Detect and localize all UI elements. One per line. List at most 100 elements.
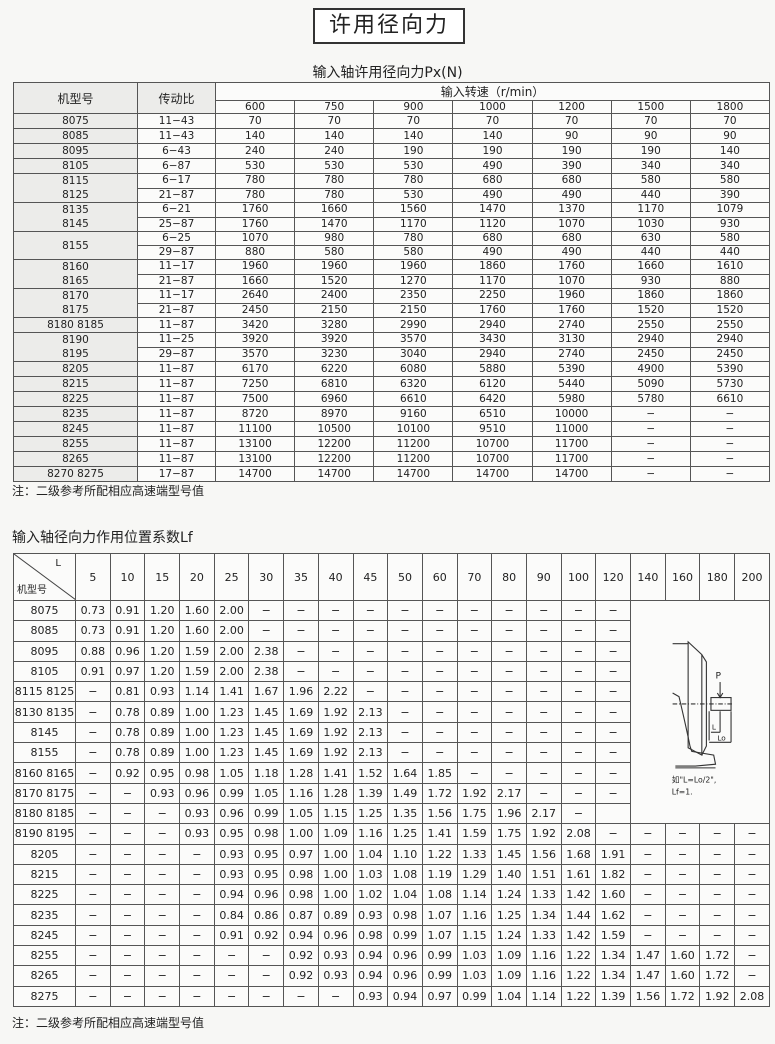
coefficient-cell: − <box>317 599 354 622</box>
coefficient-cell: 0.96 <box>317 924 354 947</box>
l-col-header: 50 <box>387 553 423 601</box>
force-value-cell: 5780 <box>610 391 691 408</box>
coefficient-cell: − <box>421 701 458 723</box>
force-value-cell: 780 <box>294 187 375 203</box>
coefficient-cell: − <box>179 965 215 987</box>
coefficient-cell: 0.96 <box>179 782 215 804</box>
coefficient-cell: − <box>456 701 493 723</box>
coefficient-cell: 0.94 <box>387 985 423 1007</box>
coefficient-cell: 1.42 <box>560 924 597 947</box>
table-row: 8085 11−43 140 140 140 140 90 90 90 <box>13 128 771 144</box>
coefficient-cell: 1.35 <box>387 802 423 825</box>
table-row: 8115 8125−0.81 0.93 1.14 1.41 1.67 1.96 2.22− −… <box>13 681 770 703</box>
force-value-cell: 3430 <box>452 332 533 348</box>
coefficient-cell: 1.25 <box>491 904 527 926</box>
model-cell: 8085 <box>13 620 76 642</box>
coefficient-cell: 1.22 <box>560 985 597 1007</box>
coefficient-cell: 1.56 <box>421 802 458 825</box>
force-value-cell: 1170 <box>610 202 691 218</box>
coefficient-cell: − <box>734 823 770 845</box>
coefficient-cell: 0.93 <box>144 681 181 703</box>
coefficient-cell: − <box>75 945 111 967</box>
coefficient-cell: − <box>75 863 111 886</box>
coefficient-cell: 0.95 <box>213 823 250 845</box>
coefficient-cell: − <box>734 945 770 967</box>
coefficient-cell: 2.22 <box>317 681 354 703</box>
position-coefficient-table: L 机型号 5 10 15 20 25 30 35 40 45 50 60 70 80 90 100 120 1… <box>13 553 770 1007</box>
coefficient-cell: 1.33 <box>525 884 562 906</box>
coefficient-cell: − <box>352 681 389 703</box>
ratio-cell: 29−87 <box>137 346 216 363</box>
coefficient-cell: − <box>248 945 285 967</box>
ratio-cell: 25−87 <box>137 216 216 232</box>
coefficient-cell: 0.98 <box>387 904 423 926</box>
coefficient-cell: 1.68 <box>560 843 597 865</box>
coefficient-cell: − <box>560 802 597 825</box>
table-row: 8270 8275 17−87 14700 14700 14700 14700 14700−… <box>13 466 771 483</box>
coefficient-cell: − <box>248 985 285 1007</box>
coefficient-cell: 1.03 <box>456 965 493 987</box>
force-value-cell: 9510 <box>452 421 533 438</box>
coefficient-cell: 1.52 <box>352 762 389 784</box>
force-value-cell: 5390 <box>531 361 612 378</box>
coefficient-cell: − <box>630 924 666 947</box>
force-value-cell: 6510 <box>452 406 533 423</box>
coefficient-cell: 2.00 <box>213 599 250 622</box>
model-cell: 8160 8165 <box>13 762 76 784</box>
coefficient-cell: 1.60 <box>179 620 215 642</box>
force-value-cell: 90 <box>610 128 691 144</box>
coefficient-cell: 1.16 <box>352 823 389 845</box>
force-value-cell: 8720 <box>214 406 296 423</box>
col-model-header: 机型号 <box>13 82 138 114</box>
table-row: 8245 11−87 11100 10500 10100 9510 11000− − <box>13 421 771 438</box>
force-value-cell: − <box>610 436 691 453</box>
force-value-cell: 5730 <box>689 376 771 393</box>
coefficient-cell: 1.69 <box>283 721 319 744</box>
force-value-cell: 780 <box>294 173 375 189</box>
coefficient-cell: 1.00 <box>283 823 319 845</box>
coefficient-cell: − <box>595 681 631 703</box>
coefficient-cell: 1.05 <box>213 762 250 784</box>
coefficient-cell: − <box>421 640 458 662</box>
coefficient-cell: 1.24 <box>491 884 527 906</box>
corner-model-label: 机型号 <box>17 585 47 596</box>
coefficient-cell: 1.92 <box>317 701 354 723</box>
coefficient-cell: − <box>352 620 389 642</box>
model-cell: 8265 <box>13 965 76 987</box>
coefficient-cell: 0.93 <box>213 863 250 886</box>
force-value-cell: 1470 <box>452 202 533 218</box>
coefficient-cell: 1.00 <box>179 701 215 723</box>
coefficient-cell: − <box>109 945 146 967</box>
shaft-load-diagram: P LLo 如"L=Lo/2", Lf=1. <box>672 640 734 796</box>
ratio-cell: 11−87 <box>137 361 216 378</box>
coefficient-cell: − <box>75 742 111 764</box>
coefficient-cell: − <box>630 904 666 926</box>
coefficient-cell: − <box>595 660 631 683</box>
coefficient-cell: − <box>699 904 736 926</box>
force-value-cell: 2150 <box>373 302 454 319</box>
coefficient-cell: 2.00 <box>213 660 250 683</box>
table-row: 29−87 880 580 580 490 490 440 440 <box>14 245 771 261</box>
coefficient-cell: 0.98 <box>283 863 319 886</box>
coefficient-cell: − <box>144 843 181 865</box>
force-value-cell: 2550 <box>689 317 771 334</box>
model-cell: 8115 8125 <box>13 173 138 203</box>
force-value-cell: 880 <box>214 245 296 261</box>
coefficient-cell: 2.13 <box>352 701 389 723</box>
force-value-cell: 70 <box>531 113 612 129</box>
coefficient-cell: 0.96 <box>387 965 423 987</box>
model-cell: 8075 <box>13 599 76 622</box>
force-value-cell: 1030 <box>610 216 691 232</box>
force-value-cell: 580 <box>610 173 691 189</box>
coefficient-cell: 2.38 <box>248 640 285 662</box>
coefficient-cell: 0.94 <box>352 965 389 987</box>
coefficient-cell: 1.47 <box>630 945 666 967</box>
coefficient-cell: − <box>595 721 631 744</box>
force-value-cell: 190 <box>452 143 533 159</box>
force-value-cell: 3230 <box>294 346 375 363</box>
model-cell: 8180 8185 <box>13 317 138 334</box>
ratio-cell: 11−87 <box>137 391 216 408</box>
coefficient-cell: − <box>248 965 285 987</box>
force-value-cell: 3570 <box>214 346 296 363</box>
coefficient-cell: 0.94 <box>283 924 319 947</box>
